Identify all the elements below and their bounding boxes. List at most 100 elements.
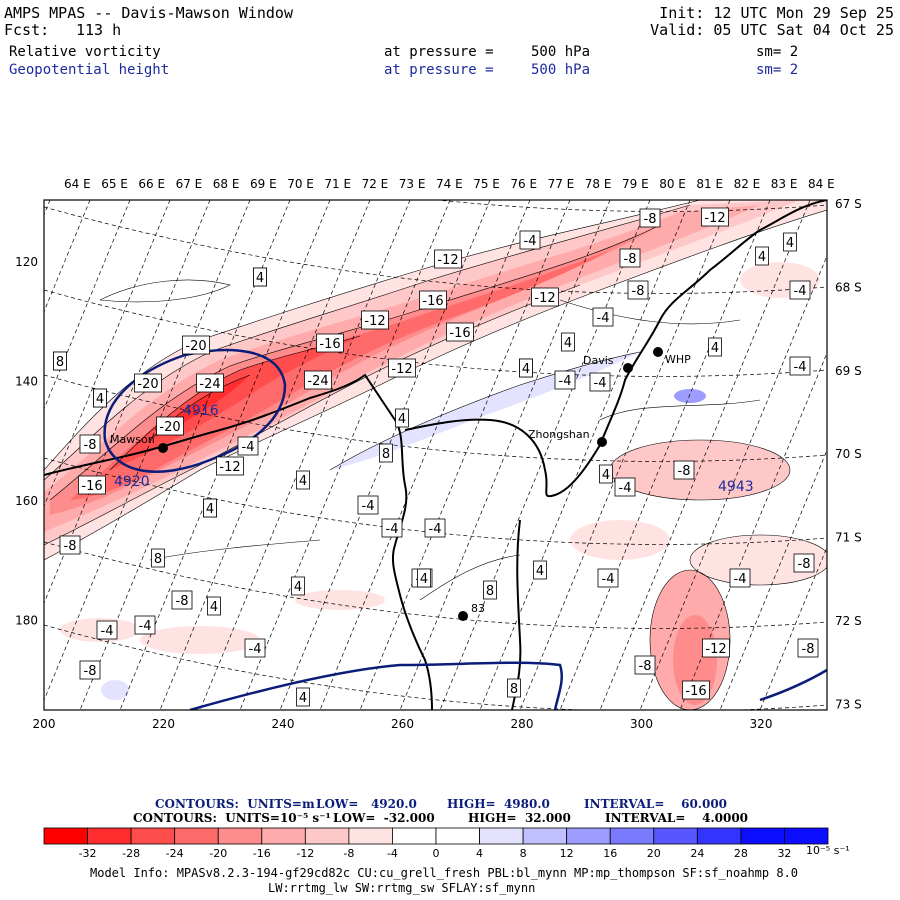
parallel-line [44,374,827,462]
vorticity-label: -4 [429,522,442,537]
vorticity-label: -4 [794,284,807,299]
vorticity-label-box [797,638,819,658]
colorbar-swatch [261,827,306,845]
colorbar-tick-label: 0 [433,847,440,860]
vorticity-label-box [395,408,409,428]
vorticity-label-box [627,280,649,300]
station-label-83: 83 [471,602,485,615]
vorticity-contour-interval: INTERVAL= 4.0000 [605,811,749,825]
height-contour-low: LOW= 4920.0 [316,797,417,811]
vorticity-label-box [589,372,611,392]
vorticity-label: 8 [382,447,390,462]
colorbar-tick-label: -28 [122,847,140,860]
vorticity-label: 4 [786,236,794,251]
vorticity-label: -24 [307,374,328,389]
colorbar-tick-label: -8 [343,847,354,860]
longitude-label: 68 E [213,177,240,191]
parallel-line [44,289,827,377]
vorticity-label: -4 [362,499,375,514]
vorticity-label-box [483,580,497,600]
vorticity-label: -4 [794,360,807,375]
longitude-label: 71 E [324,177,351,191]
vorticity-label-box [614,477,636,497]
vorticity-label: -12 [219,460,240,475]
x-axis-label: 220 [152,717,175,731]
vorticity-label-box [424,518,446,538]
vorticity-label: -12 [437,253,458,268]
meridian-line [319,200,531,710]
y-axis-label: 180 [15,614,38,628]
vorticity-label-box [381,518,403,538]
longitude-label: 69 E [250,177,277,191]
longitude-label: 83 E [771,177,798,191]
vorticity-label: -4 [249,642,262,657]
model-info-line2: LW:rrtmg_lw SW:rrtmg_sw SFLAY:sf_mynn [268,881,536,895]
colorbar-tick-label: -16 [253,847,271,860]
forecast-label: Fcst: [4,21,50,39]
vorticity-label-box [434,249,462,269]
latitude-label: 71 S [835,531,862,545]
forecast-hour: 113 h [76,21,122,39]
vorticity-label: 4 [299,691,307,706]
vorticity-label-box [316,333,344,353]
colorbar-swatch [130,827,176,845]
meridian-line [44,200,171,507]
vorticity-label: -4 [597,311,610,326]
x-axis-label: 200 [33,717,56,731]
vorticity-label-box [789,356,811,376]
vorticity-label-box [59,535,81,555]
height-label: 4943 [718,479,754,495]
colorbar-swatch [740,827,785,845]
vorticity-label-box [361,310,389,330]
colorbar-tick-label: 8 [520,847,527,860]
station-dot-83 [458,611,468,621]
vorticity-contour-low: LOW= -32.000 [333,811,435,825]
field1-pressure-value: 500 hPa [531,44,591,60]
vorticity-label: 4 [294,580,302,595]
longitude-label: 72 E [362,177,389,191]
vorticity-label-box [171,590,193,610]
vorticity-label: -4 [602,572,615,587]
longitude-label: 79 E [622,177,649,191]
vorticity-label-box [783,232,797,252]
vorticity-label: -8 [84,664,97,679]
field1-smoothing: sm= 2 [756,44,799,60]
latitude-label: 67 S [835,197,862,211]
colorbar-swatch [696,827,742,845]
vorticity-label-box [296,687,310,707]
vorticity-label-box [599,464,613,484]
parallel-line [44,624,827,710]
station-label-whp: WHP [665,353,691,366]
vorticity-label-box [793,553,815,573]
longitude-label: 66 E [138,177,165,191]
init-time: Init: 12 UTC Mon 29 Sep 25 [659,4,894,22]
vorticity-label-box [53,351,67,371]
lat-lon-grid [44,200,827,710]
x-axis-label: 260 [391,717,414,731]
vorticity-label-box [708,337,722,357]
vorticity-label: -4 [734,572,747,587]
meridian-line [679,352,827,710]
vorticity-label: -8 [644,212,657,227]
meridian-line [719,449,827,710]
meridian-line [44,200,131,410]
vorticity-label-box [789,280,811,300]
colorbar-tick-label: 4 [476,847,483,860]
colorbar-tick-label: -20 [209,847,227,860]
vorticity-label-box [531,287,559,307]
longitude-label: 78 E [585,177,612,191]
colorbar-swatch [479,827,524,845]
valid-time: Valid: 05 UTC Sat 04 Oct 25 [650,21,894,39]
vorticity-label-box [701,207,729,227]
vorticity-label-box [291,576,305,596]
longitude-label: 82 E [734,177,761,191]
colorbar-tick-label: 16 [603,847,617,860]
vorticity-labels: -8 -12-4-12 -8-16 -12-16-12-8-20 -16-20 -24 -2… [53,207,819,707]
vorticity-label: 4 [398,412,406,427]
stations: Mawson Zhongshan Davis WHP 83 [110,347,691,621]
meridian-line [359,200,571,710]
longitude-label: 65 E [101,177,128,191]
colorbar-swatch [784,827,829,845]
colorbar-swatch [348,827,393,845]
